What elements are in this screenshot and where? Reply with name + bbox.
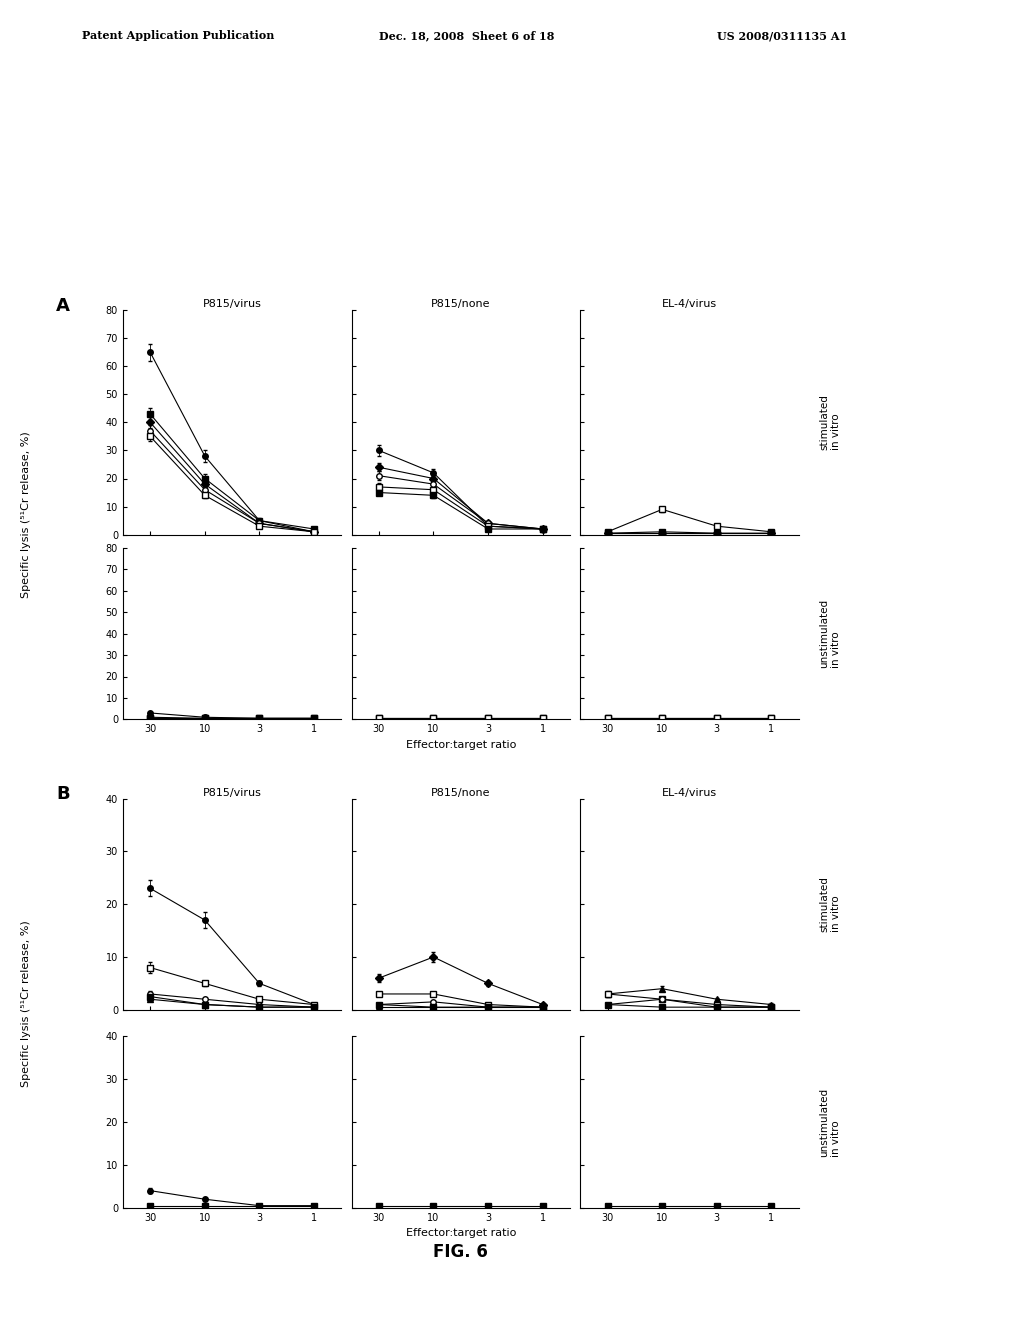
Title: P815/virus: P815/virus — [203, 788, 261, 797]
Title: P815/virus: P815/virus — [203, 300, 261, 309]
Text: unstimulated
in vitro: unstimulated in vitro — [819, 1088, 841, 1156]
Text: Specific lysis (⁵¹Cr release, %): Specific lysis (⁵¹Cr release, %) — [20, 432, 31, 598]
Title: EL-4/virus: EL-4/virus — [662, 788, 717, 797]
Text: unstimulated
in vitro: unstimulated in vitro — [819, 599, 841, 668]
Title: P815/none: P815/none — [431, 788, 490, 797]
Text: B: B — [56, 785, 70, 804]
Text: Specific lysis (⁵¹Cr release, %): Specific lysis (⁵¹Cr release, %) — [20, 920, 31, 1086]
Text: US 2008/0311135 A1: US 2008/0311135 A1 — [717, 30, 847, 41]
Text: Patent Application Publication: Patent Application Publication — [82, 30, 274, 41]
Title: P815/none: P815/none — [431, 300, 490, 309]
Title: EL-4/virus: EL-4/virus — [662, 300, 717, 309]
Text: stimulated
in vitro: stimulated in vitro — [819, 395, 841, 450]
Text: A: A — [56, 297, 71, 315]
X-axis label: Effector:target ratio: Effector:target ratio — [406, 1228, 516, 1238]
Text: FIG. 6: FIG. 6 — [433, 1243, 488, 1262]
Text: stimulated
in vitro: stimulated in vitro — [819, 876, 841, 932]
Text: Dec. 18, 2008  Sheet 6 of 18: Dec. 18, 2008 Sheet 6 of 18 — [379, 30, 554, 41]
X-axis label: Effector:target ratio: Effector:target ratio — [406, 739, 516, 750]
